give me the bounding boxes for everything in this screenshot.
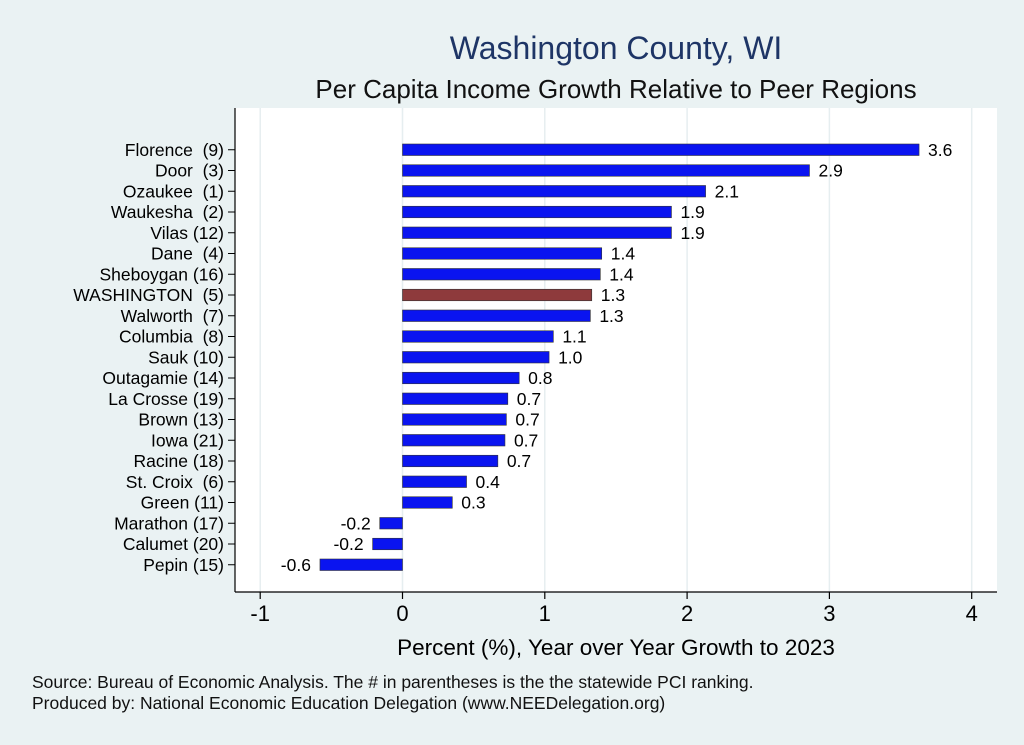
bar-5 — [402, 247, 603, 260]
data-label-14: 0.7 — [514, 430, 538, 450]
bar-2 — [402, 185, 706, 198]
bar-18 — [379, 517, 403, 530]
bar-7 — [402, 288, 593, 302]
y-tick-label-5: Dane (4) — [151, 244, 224, 264]
bar-15 — [402, 454, 499, 468]
x-tick-label-2: 1 — [539, 601, 551, 626]
bar-8 — [402, 309, 591, 322]
bar-0 — [402, 143, 920, 156]
chart-footer: Source: Bureau of Economic Analysis. The… — [32, 672, 753, 714]
bar-11 — [402, 371, 520, 385]
y-tick-label-2: Ozaukee (1) — [123, 181, 224, 201]
bar-10 — [402, 351, 550, 364]
bar-17 — [402, 496, 453, 509]
y-tick-label-12: La Crosse (19) — [108, 389, 224, 409]
bar-19 — [372, 537, 403, 551]
x-axis-title: Percent (%), Year over Year Growth to 20… — [397, 635, 835, 660]
x-tick-label-0: -1 — [250, 601, 270, 626]
bar-6 — [402, 268, 601, 281]
y-tick-label-6: Sheboygan (16) — [99, 264, 224, 284]
x-tick-label-5: 4 — [966, 601, 978, 626]
data-label-6: 1.4 — [609, 264, 634, 284]
y-tick-label-7: WASHINGTON (5) — [73, 285, 224, 305]
bar-1 — [402, 164, 810, 177]
y-tick-label-19: Calumet (20) — [123, 534, 224, 554]
bar-14 — [402, 434, 506, 447]
chart-title: Washington County, WI — [449, 30, 783, 66]
data-label-1: 2.9 — [818, 161, 842, 181]
data-label-19: -0.2 — [333, 534, 363, 554]
data-label-4: 1.9 — [680, 223, 704, 243]
y-tick-label-4: Vilas (12) — [150, 223, 224, 243]
x-tick-label-4: 3 — [823, 601, 835, 626]
y-tick-label-8: Walworth (7) — [121, 306, 224, 326]
data-label-7: 1.3 — [601, 285, 625, 305]
x-tick-label-1: 0 — [396, 601, 408, 626]
bar-9 — [402, 330, 554, 343]
y-tick-label-17: Green (11) — [141, 493, 224, 513]
data-label-9: 1.1 — [562, 327, 586, 347]
y-tick-label-1: Door (3) — [155, 161, 224, 181]
y-tick-label-20: Pepin (15) — [143, 555, 224, 575]
data-label-15: 0.7 — [507, 451, 531, 471]
y-tick-label-10: Sauk (10) — [148, 347, 224, 367]
y-tick-label-13: Brown (13) — [138, 410, 224, 430]
y-tick-label-9: Columbia (8) — [119, 327, 224, 347]
bar-13 — [402, 413, 507, 426]
y-tick-label-0: Florence (9) — [125, 140, 224, 160]
data-label-17: 0.3 — [461, 493, 485, 513]
data-label-18: -0.2 — [341, 513, 371, 533]
bar-20 — [319, 558, 403, 571]
bar-12 — [402, 392, 509, 405]
y-tick-label-3: Waukesha (2) — [111, 202, 224, 222]
data-label-10: 1.0 — [558, 347, 583, 367]
y-tick-label-15: Racine (18) — [134, 451, 224, 471]
y-tick-label-11: Outagamie (14) — [102, 368, 224, 388]
chart-title-block: Washington County, WI Per Capita Income … — [235, 28, 997, 106]
y-tick-label-18: Marathon (17) — [114, 513, 224, 533]
source-note: Source: Bureau of Economic Analysis. The… — [32, 672, 754, 692]
data-label-3: 1.9 — [680, 202, 704, 222]
data-label-12: 0.7 — [517, 389, 541, 409]
data-label-11: 0.8 — [528, 368, 552, 388]
data-label-13: 0.7 — [515, 410, 539, 430]
data-label-8: 1.3 — [599, 306, 623, 326]
data-label-16: 0.4 — [476, 472, 501, 492]
chart-subtitle: Per Capita Income Growth Relative to Pee… — [315, 74, 917, 104]
x-tick-label-3: 2 — [681, 601, 693, 626]
y-tick-label-14: Iowa (21) — [151, 430, 224, 450]
data-label-0: 3.6 — [928, 140, 952, 160]
data-label-20: -0.6 — [281, 555, 311, 575]
data-label-2: 2.1 — [715, 181, 739, 201]
bar-3 — [402, 205, 672, 219]
bar-4 — [402, 226, 672, 239]
y-tick-label-16: St. Croix (6) — [126, 472, 224, 492]
bar-16 — [402, 475, 467, 488]
data-label-5: 1.4 — [611, 244, 636, 264]
producer-note: Produced by: National Economic Education… — [32, 693, 666, 713]
